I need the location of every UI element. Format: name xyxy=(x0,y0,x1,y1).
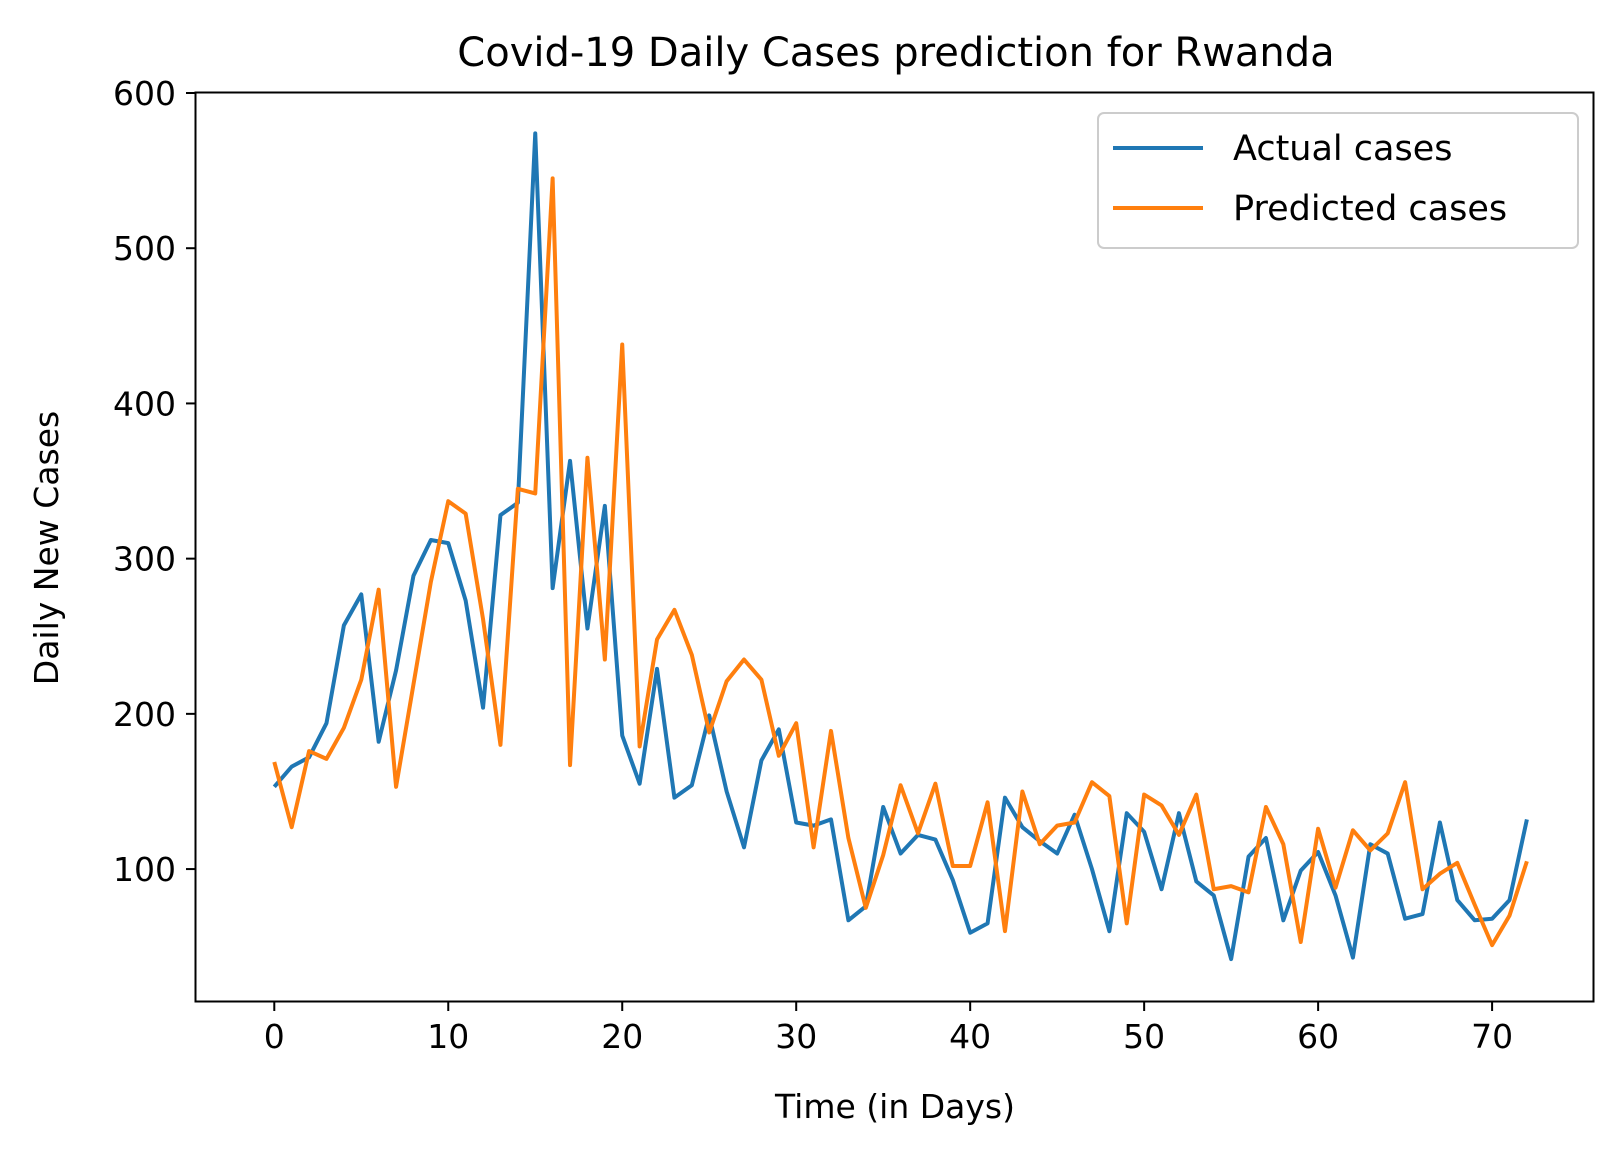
series-line-actual xyxy=(272,131,1529,962)
y-tick-label: 500 xyxy=(113,229,176,268)
x-tick-label: 60 xyxy=(1297,1017,1339,1056)
legend-label-actual: Actual cases xyxy=(1233,129,1452,169)
y-axis-ticks: 100 200 300 400 500 600 xyxy=(113,74,196,889)
y-tick-label: 400 xyxy=(113,384,176,423)
y-tick-label: 300 xyxy=(113,540,176,579)
x-axis-label: Time (in Days) xyxy=(774,1087,1015,1126)
legend-label-predicted: Predicted cases xyxy=(1233,189,1507,229)
legend-box xyxy=(1097,112,1579,249)
y-tick-label: 200 xyxy=(113,695,176,734)
x-tick-label: 50 xyxy=(1123,1017,1165,1056)
x-axis-ticks: 0 10 20 30 40 50 60 70 xyxy=(264,1001,1513,1056)
y-axis-label: Daily New Cases xyxy=(27,411,66,685)
x-tick-label: 0 xyxy=(264,1017,285,1056)
series-group xyxy=(272,131,1529,962)
x-tick-label: 10 xyxy=(427,1017,469,1056)
series-line-predicted xyxy=(272,176,1529,948)
axes-frame xyxy=(194,91,1595,1003)
y-tick-label: 100 xyxy=(113,850,176,889)
x-tick-label: 70 xyxy=(1471,1017,1513,1056)
y-tick-label: 600 xyxy=(113,74,176,113)
x-tick-label: 20 xyxy=(601,1017,643,1056)
chart-title: Covid-19 Daily Cases prediction for Rwan… xyxy=(457,30,1334,76)
x-tick-label: 40 xyxy=(949,1017,991,1056)
legend: Actual cases Predicted cases xyxy=(1097,112,1579,249)
x-tick-label: 30 xyxy=(775,1017,817,1056)
plot-area xyxy=(194,91,1595,1003)
